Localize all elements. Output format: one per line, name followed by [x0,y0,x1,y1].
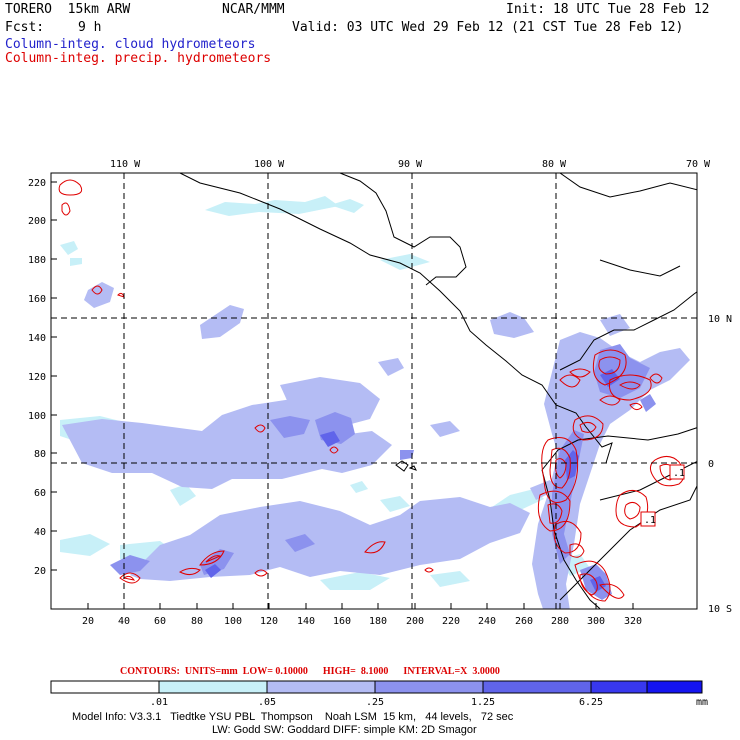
legend-label: .25 [366,697,384,708]
x-tick-label: 80 [191,616,203,627]
legend-unit: mm [696,697,708,708]
contour-value-labels: .1 .1 [644,468,685,526]
y-tick-label: 140 [28,333,46,344]
y-tick-label: 80 [34,449,46,460]
lat-label: 0 [708,459,714,470]
org-label: NCAR/MMM [222,2,285,17]
x-tick-label: 260 [515,616,533,627]
axis-ticks [51,181,634,609]
legend-labels: .01 .05 .25 1.25 6.25 mm [150,697,708,708]
x-tick-label: 160 [333,616,351,627]
x-tick-labels: 20 40 60 80 100 120 140 160 180 200 220 … [82,616,642,627]
x-tick-label: 60 [154,616,166,627]
lon-label: 80 W [542,159,567,170]
forecast-label: Fcst: [5,20,45,35]
field-precip-title: Column-integ. precip. hydrometeors [5,51,272,66]
x-tick-label: 240 [478,616,496,627]
model-info-line2: LW: Godd SW: Goddard DIFF: simple KM: 2D… [212,724,477,736]
legend-colorbar [50,680,703,694]
cloud-shading [60,196,690,609]
contour-value-label: .1 [673,468,685,479]
x-tick-label: 300 [587,616,605,627]
plot-frame [50,172,698,610]
lat-labels: 10 N 0 10 S [708,314,732,615]
lon-label: 110 W [110,159,141,170]
field-cloud-title: Column-integ. cloud hydrometeors [5,37,256,52]
x-tick-label: 200 [406,616,424,627]
y-tick-label: 200 [28,216,46,227]
y-tick-label: 220 [28,178,46,189]
x-tick-label: 140 [297,616,315,627]
forecast-value: 9 h [78,20,102,35]
legend-label: .01 [150,697,168,708]
contour-info: CONTOURS: UNITS=mm LOW= 0.10000 HIGH= 8.… [120,666,500,677]
lon-labels: 110 W 100 W 90 W 80 W 70 W [110,159,711,170]
legend-label: 1.25 [471,697,495,708]
x-tick-label: 100 [224,616,242,627]
lon-label: 100 W [254,159,285,170]
x-tick-label: 220 [442,616,460,627]
y-tick-label: 100 [28,411,46,422]
x-tick-label: 120 [260,616,278,627]
valid-time: Valid: 03 UTC Wed 29 Feb 12 (21 CST Tue … [292,20,684,35]
y-tick-labels: 220 200 180 160 140 120 100 80 60 40 20 [28,178,46,577]
lat-label: 10 N [708,314,732,325]
x-tick-label: 320 [624,616,642,627]
lon-label: 90 W [398,159,423,170]
model-title: TORERO 15km ARW [5,2,131,17]
y-tick-label: 180 [28,255,46,266]
y-tick-label: 160 [28,294,46,305]
lon-label: 70 W [686,159,711,170]
legend-label: .05 [258,697,276,708]
y-tick-label: 40 [34,527,46,538]
y-tick-label: 60 [34,488,46,499]
model-info-line1: Model Info: V3.3.1 Tiedtke YSU PBL Thomp… [72,711,514,723]
lat-lon-grid [51,173,697,609]
x-tick-label: 40 [118,616,130,627]
lat-label: 10 S [708,604,732,615]
legend-label: 6.25 [579,697,603,708]
contour-value-label: .1 [644,515,656,526]
init-time: Init: 18 UTC Tue 28 Feb 12 [506,2,710,17]
x-tick-label: 180 [369,616,387,627]
y-tick-label: 20 [34,566,46,577]
x-tick-label: 280 [551,616,569,627]
contour-label-boxes [640,464,685,527]
x-tick-label: 20 [82,616,94,627]
y-tick-label: 120 [28,372,46,383]
precip-contours [58,179,685,602]
